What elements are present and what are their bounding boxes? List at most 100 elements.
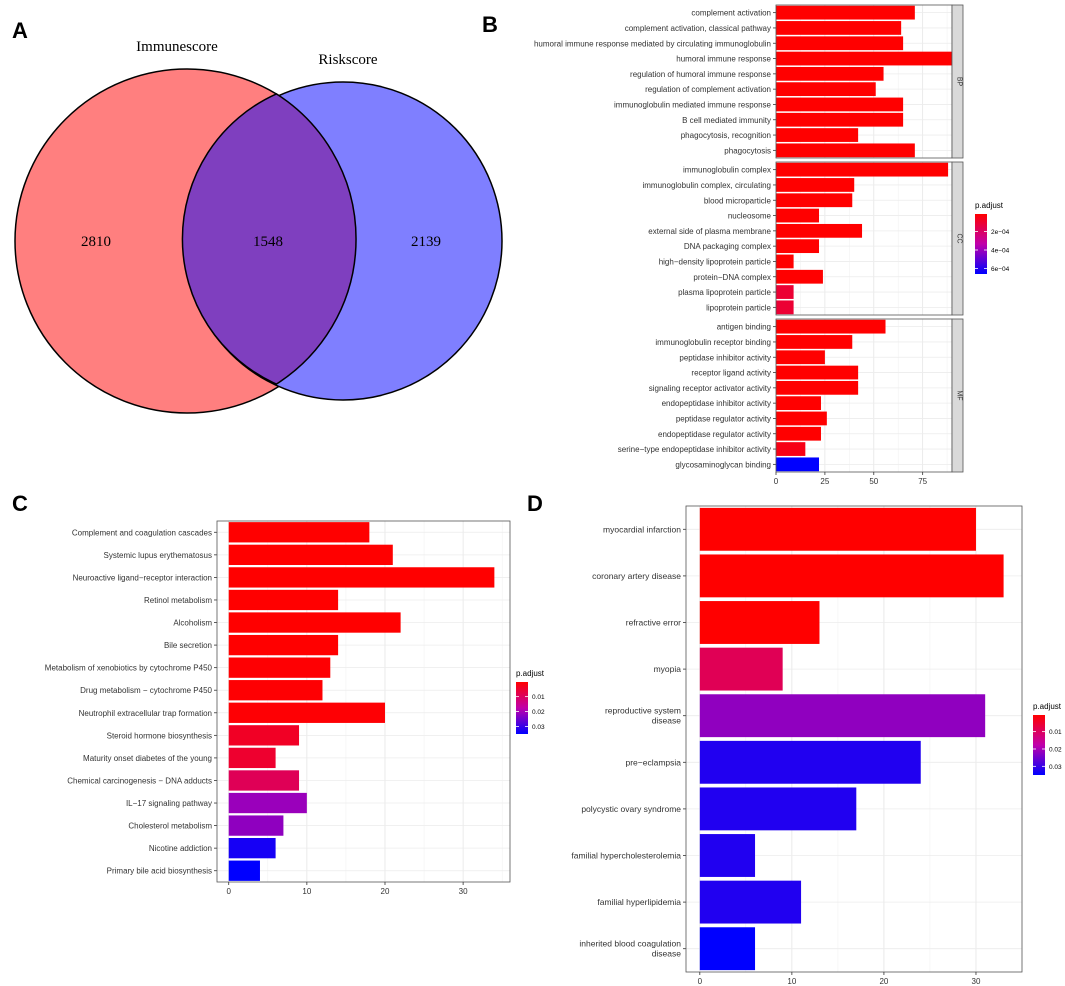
panel-label-a: A: [12, 18, 28, 43]
bar: [776, 411, 827, 426]
category-label: humoral immune response mediated by circ…: [534, 39, 771, 48]
bar: [228, 522, 370, 543]
category-label: high−density lipoprotein particle: [659, 257, 772, 266]
category-label: polycystic ovary syndrome: [581, 804, 681, 814]
category-label: regulation of complement activation: [645, 85, 771, 94]
venn-diagram: Immunescore Riskscore 2810 1548 2139: [14, 39, 503, 414]
category-label: familial hyperlipidemia: [597, 897, 681, 907]
bar: [228, 567, 495, 588]
legend-label: 0.01: [532, 694, 545, 701]
bar: [776, 143, 915, 158]
category-label: myopia: [654, 664, 682, 674]
bar: [228, 747, 276, 769]
category-label: immunoglobulin complex: [683, 166, 771, 175]
legend-label: 0.03: [532, 724, 545, 731]
legend-title: p.adjust: [975, 201, 1004, 210]
category-label: humoral immune response: [676, 55, 771, 64]
category-label: coronary artery disease: [592, 571, 681, 581]
category-label: Cholesterol metabolism: [128, 822, 212, 831]
x-tick-label: 75: [918, 477, 927, 486]
x-tick-label: 30: [972, 977, 981, 986]
facet-strip-label: MF: [956, 390, 963, 400]
facet-strip-label: CC: [956, 233, 963, 243]
bar: [776, 380, 859, 395]
venn-label-immunescore: Immunescore: [136, 39, 218, 55]
category-label: Neuroactive ligand−receptor interaction: [73, 573, 212, 582]
go-enrichment-chart: complement activation complement activati…: [534, 4, 1010, 486]
bar: [776, 365, 859, 380]
bar: [776, 162, 949, 177]
category-label: regulation of humoral immune response: [630, 70, 772, 79]
category-label: receptor ligand activity: [691, 369, 771, 378]
legend-label: 0.03: [1049, 764, 1062, 771]
bar: [776, 66, 884, 81]
bar: [776, 178, 855, 192]
category-label: Nicotine addiction: [149, 844, 212, 853]
x-tick-label: 50: [869, 477, 878, 486]
category-label: pre−eclampsia: [625, 757, 681, 767]
panel-label-d: D: [527, 491, 543, 516]
bar: [776, 426, 821, 441]
bar: [699, 554, 1004, 598]
x-tick-label: 0: [226, 887, 231, 896]
category-label: refractive error: [626, 618, 681, 628]
bar: [228, 612, 401, 633]
bar: [699, 740, 921, 784]
category-label: Retinol metabolism: [144, 596, 212, 605]
category-label: nucleosome: [728, 212, 772, 221]
category-label: Primary bile acid biosynthesis: [107, 867, 212, 876]
bar: [776, 285, 794, 299]
category-label: Steroid hormone biosynthesis: [107, 731, 212, 740]
category-label: IL−17 signaling pathway: [126, 799, 212, 808]
x-tick-label: 10: [787, 977, 796, 986]
bar: [228, 838, 276, 859]
bar: [699, 834, 756, 877]
category-label: Maturity onset diabetes of the young: [83, 754, 212, 763]
bar: [776, 82, 876, 97]
bar: [776, 350, 825, 365]
venn-label-riskscore: Riskscore: [318, 52, 378, 68]
bar: [228, 657, 331, 678]
legend-colorbar: [1033, 715, 1045, 775]
bar: [776, 21, 902, 35]
venn-count-intersection: 1548: [253, 234, 283, 250]
category-label: endopeptidase regulator activity: [658, 430, 771, 439]
legend-colorbar: [975, 214, 987, 274]
bar: [776, 36, 904, 51]
facet-strip: [951, 4, 964, 159]
bar: [228, 634, 339, 656]
category-label: Chemical carcinogenesis − DNA adducts: [67, 776, 212, 785]
legend-label: 2e−04: [991, 229, 1010, 236]
bar: [776, 457, 820, 472]
bar: [699, 601, 820, 644]
bar: [699, 507, 976, 551]
category-label: immunoglobulin complex, circulating: [642, 181, 771, 190]
bar: [699, 647, 783, 691]
category-label: external side of plasma membrane: [648, 227, 771, 236]
facet-strip: [951, 161, 964, 316]
bar: [228, 589, 339, 611]
bar: [228, 725, 300, 746]
category-label: inherited blood coagulation disease: [579, 939, 681, 959]
plot-border: [685, 505, 1023, 973]
bar: [776, 319, 886, 334]
legend-label: 0.01: [1049, 729, 1062, 736]
bar: [776, 223, 863, 238]
bar: [699, 927, 756, 971]
category-label: Complement and coagulation cascades: [72, 528, 212, 537]
category-label: phagocytosis: [724, 146, 771, 155]
category-label: Neutrophil extracellular trap formation: [79, 709, 212, 718]
legend-title: p.adjust: [1033, 702, 1062, 711]
bar: [776, 51, 960, 66]
category-label: immunoglobulin mediated immune response: [614, 100, 772, 109]
kegg-enrichment-chart: Complement and coagulation cascades Syste…: [45, 520, 545, 896]
category-label: signaling receptor activator activity: [649, 384, 771, 393]
bar: [228, 770, 300, 791]
category-label: familial hypercholesterolemia: [571, 851, 681, 861]
disease-enrichment-chart: myocardial infarction coronary artery dis…: [571, 505, 1062, 986]
category-label: protein−DNA complex: [693, 273, 771, 282]
x-tick-label: 20: [381, 887, 390, 896]
legend-label: 4e−04: [991, 248, 1010, 255]
bar: [699, 694, 986, 738]
